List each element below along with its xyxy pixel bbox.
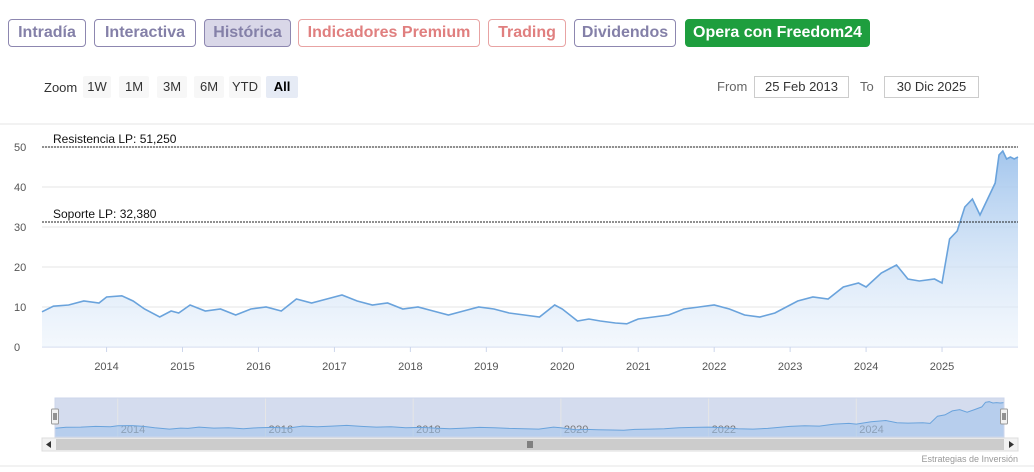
horizontal-scrollbar[interactable]: [41, 437, 1019, 452]
zoom-all-button[interactable]: All: [266, 76, 298, 98]
from-date-input[interactable]: 25 Feb 2013: [754, 76, 849, 98]
support-label: Soporte LP: 32,380: [53, 207, 157, 221]
x-tick-label: 2018: [398, 361, 422, 373]
tab-indicadores-premium[interactable]: Indicadores Premium: [298, 19, 480, 47]
tab-intradia[interactable]: Intradía: [8, 19, 86, 47]
x-tick-label: 2016: [246, 361, 270, 373]
from-label: From: [717, 79, 748, 94]
navigator-area: [55, 401, 1004, 437]
zoom-1w-button[interactable]: 1W: [83, 76, 111, 98]
zoom-label: Zoom: [44, 80, 78, 95]
y-tick-label: 30: [14, 222, 26, 234]
price-line: [41, 149, 1019, 325]
scroll-left-arrow-icon: [46, 441, 51, 448]
zoom-1m-button[interactable]: 1M: [119, 76, 149, 98]
x-tick-label: 2015: [170, 361, 194, 373]
y-tick-label: 50: [14, 142, 26, 154]
zoom-3m-button[interactable]: 3M: [157, 76, 187, 98]
price-area: [42, 151, 1018, 347]
zoom-ytd-button[interactable]: YTD: [229, 76, 261, 98]
freedom24-button[interactable]: Opera con Freedom24: [685, 19, 870, 47]
y-tick-label: 10: [14, 302, 26, 314]
x-tick-label: 2014: [94, 361, 118, 373]
resistance-label: Resistencia LP: 51,250: [53, 132, 177, 146]
navigator-handle-left[interactable]: [51, 408, 59, 425]
zoom-6m-button[interactable]: 6M: [194, 76, 224, 98]
x-tick-label: 2025: [930, 361, 954, 373]
credit-label: Estrategias de Inversión: [921, 454, 1018, 464]
x-tick-label: 2021: [626, 361, 650, 373]
x-tick-label: 2017: [322, 361, 346, 373]
scroll-right-arrow-icon: [1009, 441, 1014, 448]
tab-dividendos[interactable]: Dividendos: [574, 19, 676, 47]
x-tick-label: 2023: [778, 361, 802, 373]
navigator-line: [54, 401, 1005, 431]
x-tick-label: 2022: [702, 361, 726, 373]
navigator-handle-right[interactable]: [1000, 408, 1008, 425]
x-tick-label: 2024: [854, 361, 878, 373]
x-tick-label: 2020: [550, 361, 574, 373]
y-tick-label: 20: [14, 262, 26, 274]
tab-historica[interactable]: Histórica: [204, 19, 291, 47]
y-tick-label: 0: [14, 342, 20, 354]
to-label: To: [860, 79, 874, 94]
x-tick-label: 2019: [474, 361, 498, 373]
y-tick-label: 40: [14, 182, 26, 194]
tab-trading[interactable]: Trading: [488, 19, 566, 47]
tab-interactiva[interactable]: Interactiva: [94, 19, 196, 47]
to-date-input[interactable]: 30 Dic 2025: [884, 76, 979, 98]
